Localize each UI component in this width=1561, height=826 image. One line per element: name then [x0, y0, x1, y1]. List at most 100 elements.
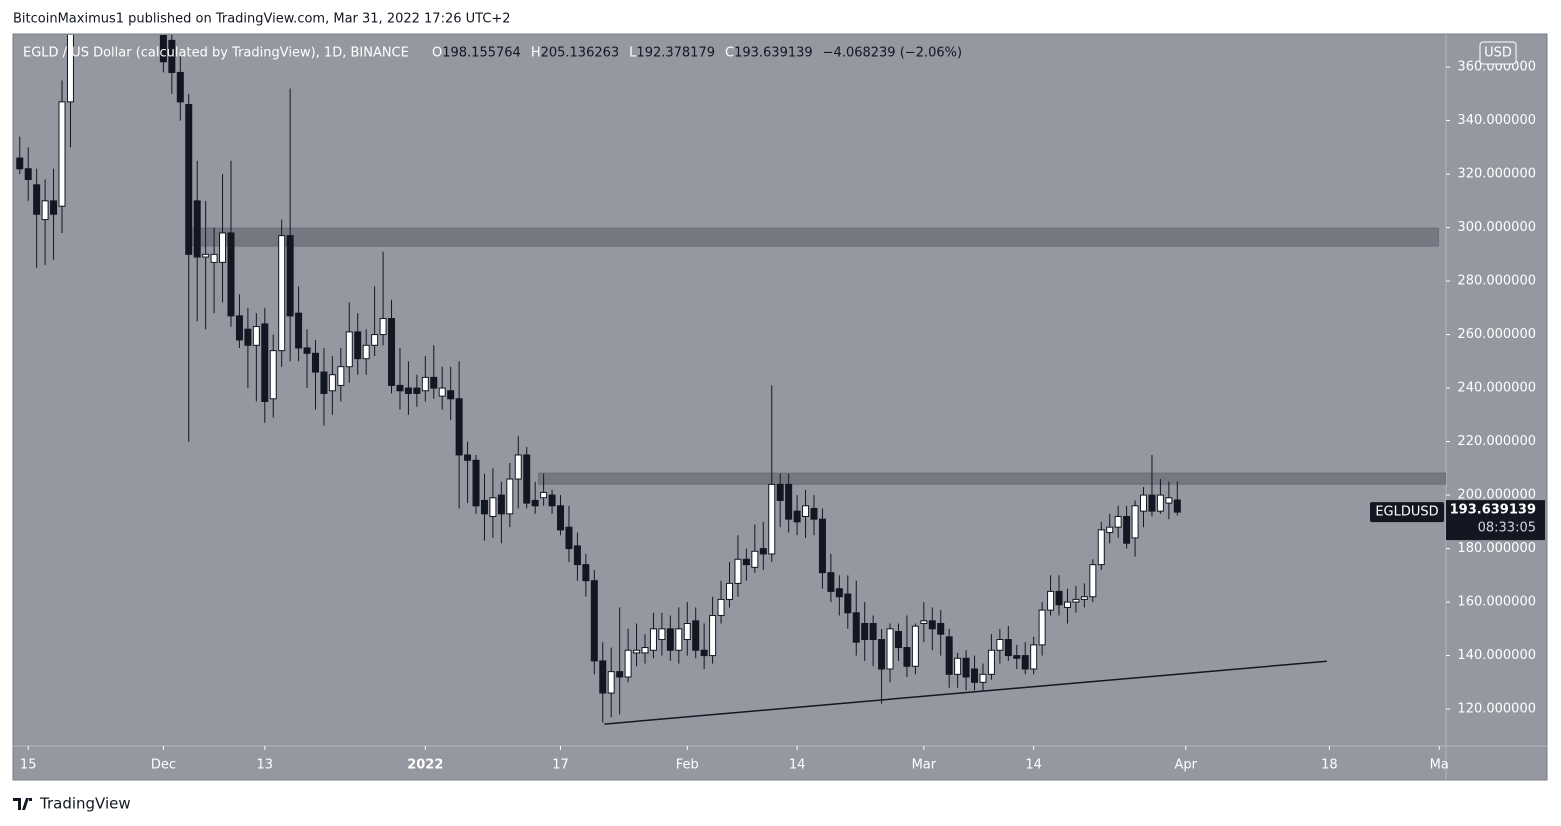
candle-body-up [1131, 505, 1139, 539]
candle-body-up [41, 200, 49, 221]
ohlc-key: H [531, 46, 541, 61]
candle-body-down [413, 387, 421, 394]
candle-body-up [66, 35, 74, 103]
candle-body-down [903, 647, 911, 667]
currency-button[interactable] [1479, 41, 1517, 65]
candle-body-down [455, 398, 463, 456]
candle-body-up [726, 582, 733, 600]
candle-body-up [269, 350, 277, 400]
candle-body-down [404, 387, 412, 394]
candle-body-up [278, 235, 286, 352]
candle-body-down [24, 168, 32, 180]
candle-body-down [286, 235, 294, 317]
brand-logo: TradingView [13, 795, 131, 813]
candle-body-up [1114, 515, 1122, 528]
candle-body-down [844, 593, 852, 614]
candle-body-up [337, 366, 345, 386]
resistance-zone [189, 227, 1439, 247]
candle-body-down [396, 384, 404, 392]
candle-body-up [345, 331, 353, 368]
candle-body-up [1030, 644, 1038, 670]
y-tick-label: 120.000000 [1457, 702, 1536, 717]
candle-body-up [252, 326, 260, 346]
candle-body-up [1080, 596, 1088, 600]
candle-body-down [573, 545, 581, 566]
candle-body-down [50, 200, 58, 215]
candle-body-up [709, 614, 717, 657]
candle-body-down [962, 657, 970, 678]
candle-body-down [320, 371, 328, 394]
candle-body-up [58, 101, 66, 207]
author-line: BitcoinMaximus1 published on TradingView… [13, 12, 511, 27]
candle-body-down [971, 668, 979, 683]
candle-body-up [540, 491, 548, 499]
candle-body-down [311, 352, 319, 373]
candle-body-down [827, 572, 835, 592]
y-tick-label: 240.000000 [1457, 381, 1536, 396]
candle-body-down [1021, 655, 1029, 670]
brand-icon [13, 798, 32, 810]
ohlc-key: O [432, 46, 442, 61]
candle-body-down [776, 483, 784, 501]
y-tick-label: 200.000000 [1457, 488, 1536, 503]
candle-body-down [785, 483, 793, 520]
resistance-zone [538, 472, 1446, 485]
candle-body-down [878, 639, 886, 670]
candle-body-up [379, 318, 387, 336]
candle-body-up [911, 625, 919, 667]
chart-frame [12, 33, 1548, 781]
candle-body-down [430, 376, 438, 389]
ohlc-value: 192.378179 [636, 46, 715, 61]
candle-body-up [1038, 609, 1046, 646]
candle-body-down [531, 499, 539, 507]
candle-body-up [1047, 590, 1055, 611]
candle-body-up [438, 387, 446, 397]
candle-body-down [759, 548, 767, 555]
candle-body-down [447, 390, 455, 400]
candle-body-down [303, 347, 311, 354]
candle-body-down [599, 660, 607, 694]
candle-body-down [928, 620, 936, 630]
candle-body-down [354, 331, 362, 360]
candle-body-down [852, 612, 860, 643]
candle-body-up [954, 657, 962, 675]
candle-body-down [159, 35, 167, 63]
candle-body-down [582, 564, 590, 582]
candle-body-down [590, 580, 598, 662]
candle-body-down [557, 505, 565, 531]
x-tick-label: Feb [676, 758, 699, 773]
y-tick-label: 220.000000 [1457, 434, 1536, 449]
y-tick-label: 280.000000 [1457, 274, 1536, 289]
symbol-tag-text: EGLDUSD [1375, 505, 1438, 520]
currency-label[interactable]: USD [1484, 46, 1512, 61]
candle-body-down [1123, 515, 1131, 544]
y-tick-label: 340.000000 [1457, 113, 1536, 128]
y-tick-label: 140.000000 [1457, 648, 1536, 663]
candle-body-down [894, 631, 902, 649]
candle-body-down [185, 104, 193, 255]
trendline [604, 660, 1327, 725]
candle-body-up [751, 550, 759, 568]
candle-body-up [1063, 601, 1071, 608]
candle-body-down [235, 315, 243, 341]
symbol-title: EGLD / US Dollar (calculated by TradingV… [23, 46, 409, 61]
x-tick-label: 13 [257, 758, 274, 773]
candle-body-up [768, 483, 776, 555]
candle-body-up [607, 671, 615, 694]
y-tick-label: 260.000000 [1457, 327, 1536, 342]
candle-body-up [1072, 598, 1080, 603]
x-tick-label: Apr [1175, 758, 1198, 773]
candle-body-down [1173, 499, 1181, 513]
candle-body-down [244, 328, 252, 346]
candle-body-down [1013, 655, 1021, 659]
candle-body-down [945, 636, 953, 675]
candle-body-down [937, 622, 945, 635]
candle-body-down [692, 620, 700, 651]
candle-body-up [649, 628, 657, 651]
last-price-value: 193.639139 [1450, 503, 1536, 518]
candle-body-up [219, 232, 227, 263]
candle-body-up [210, 253, 218, 263]
